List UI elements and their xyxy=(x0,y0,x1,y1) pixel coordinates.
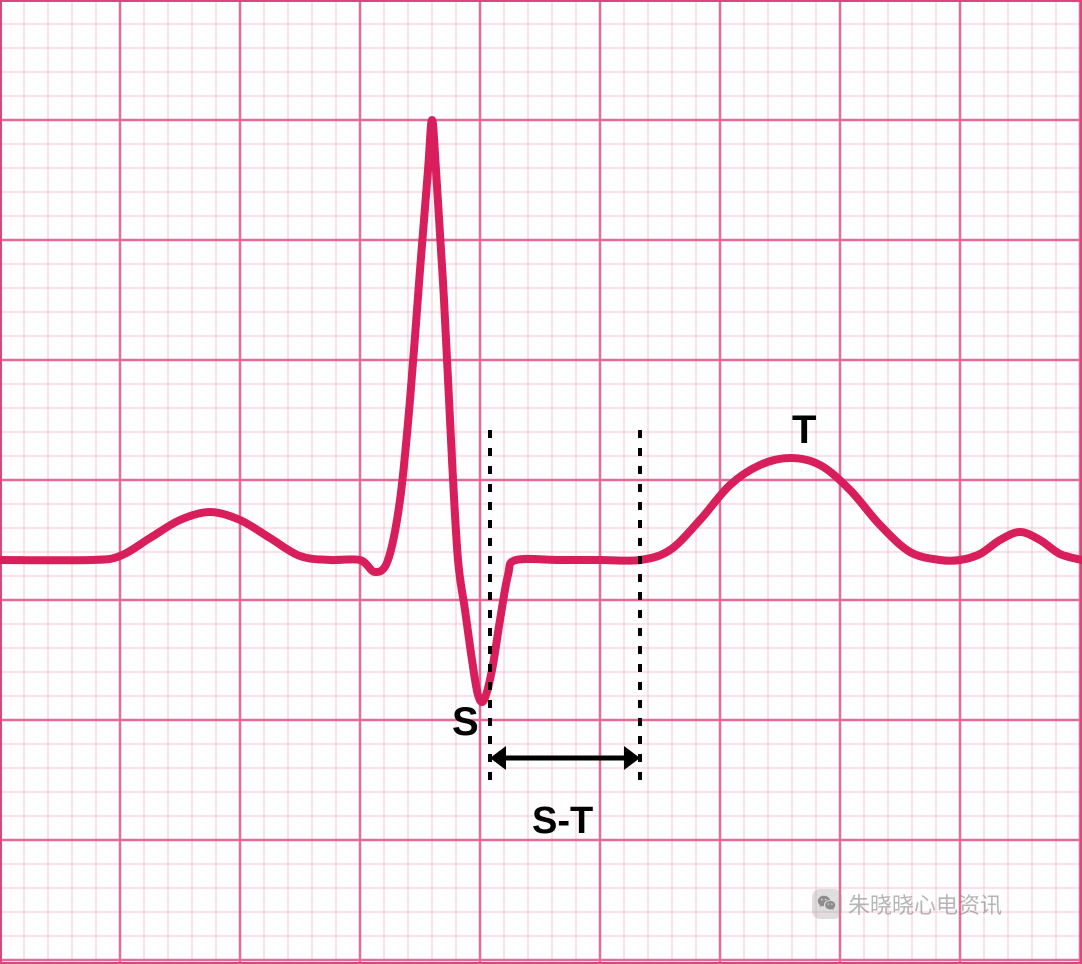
wechat-icon xyxy=(812,889,842,919)
label-st: S-T xyxy=(532,800,593,843)
watermark: 朱晓晓心电资讯 xyxy=(812,888,1002,920)
ecg-diagram: S T S-T 朱晓晓心电资讯 xyxy=(0,0,1082,964)
label-t: T xyxy=(792,408,816,453)
watermark-text: 朱晓晓心电资讯 xyxy=(848,888,1002,920)
label-s: S xyxy=(452,700,479,745)
